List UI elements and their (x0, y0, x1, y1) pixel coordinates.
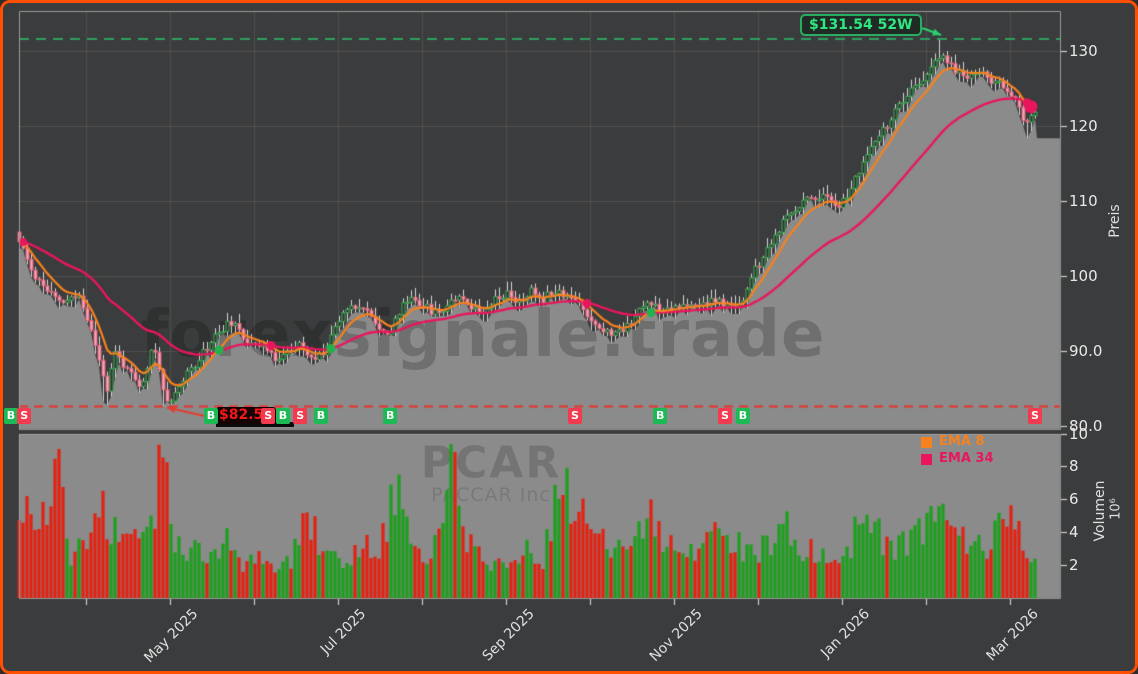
support-label-underline (216, 422, 294, 427)
signal-marker-sell: S (293, 408, 308, 424)
signal-marker-sell: S (1028, 408, 1042, 424)
signal-marker-sell: S (718, 408, 732, 424)
signal-marker-buy: B (736, 408, 750, 424)
price-tick-label: 130 (1069, 41, 1098, 60)
volume-tick-label: 10 (1069, 424, 1089, 443)
legend-ema34: EMA 34 (921, 451, 994, 467)
high-52w-label: $131.54 52W (800, 14, 922, 36)
signal-marker-buy: B (383, 408, 398, 424)
price-tick-label: 110 (1069, 191, 1098, 210)
price-tick-label: 100 (1069, 266, 1098, 285)
ema34-legend-label: EMA 34 (939, 451, 994, 466)
signal-marker-buy: B (4, 408, 18, 424)
support-price-label: $82.53 (216, 407, 277, 424)
volume-axis-title: Volumen (1092, 480, 1108, 542)
volume-tick-label: 4 (1069, 523, 1079, 542)
signal-marker-buy: B (653, 408, 668, 424)
signal-marker-sell: S (17, 408, 32, 424)
price-tick-label: 80.0 (1069, 416, 1103, 435)
signal-marker-sell: S (568, 408, 582, 424)
volume-tick-label: 2 (1069, 556, 1079, 575)
signal-marker-buy: B (276, 408, 290, 424)
signal-marker-buy: B (314, 408, 328, 424)
ema-legend: EMA 8 EMA 34 (921, 434, 994, 468)
signal-marker-sell: S (261, 408, 276, 424)
ema8-legend-label: EMA 8 (939, 434, 985, 449)
price-tick-label: 120 (1069, 116, 1098, 135)
ema8-swatch-icon (921, 436, 932, 448)
price-tick-label: 90.0 (1069, 341, 1103, 360)
signal-marker-buy: B (204, 408, 218, 424)
legend-ema8: EMA 8 (921, 434, 994, 450)
volume-tick-label: 6 (1069, 490, 1079, 509)
volume-axis-unit: 10⁶ (1108, 498, 1124, 520)
volume-tick-label: 8 (1069, 457, 1079, 476)
price-axis-title: Preis (1107, 204, 1123, 238)
price-volume-chart-canvas[interactable] (3, 3, 1135, 671)
ema34-swatch-icon (921, 453, 932, 465)
